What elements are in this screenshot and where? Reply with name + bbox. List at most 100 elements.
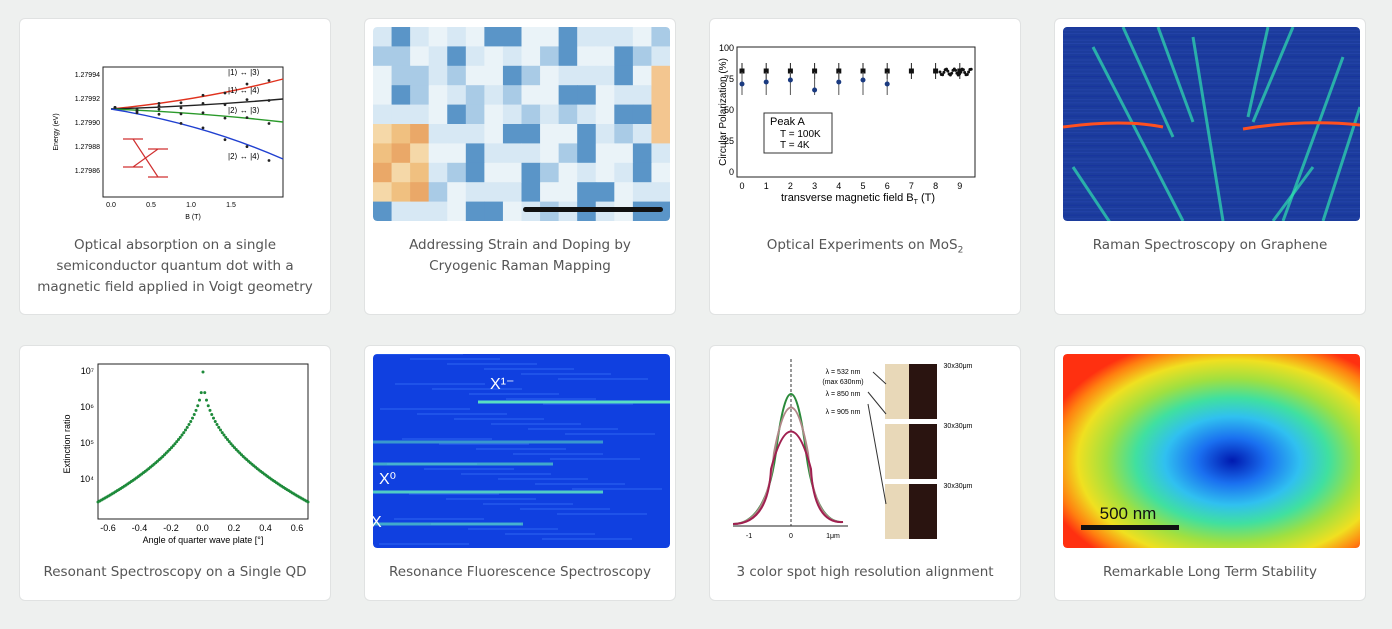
y-tick-label: 100	[719, 43, 734, 53]
y-axis-label: Extinction ratio	[62, 414, 72, 473]
heatmap-cell	[558, 143, 578, 164]
spot-profile	[732, 406, 844, 525]
plot-frame	[736, 46, 976, 178]
legend-item: T = 100K	[780, 129, 821, 140]
gallery-card[interactable]: 1.27994 1.27992 1.27990 1.27988 1.27986 0.0 0.…	[19, 18, 331, 315]
x-axis-label-sub: T	[914, 199, 919, 206]
data-point	[217, 425, 221, 429]
x-tick-label: 0	[739, 181, 744, 191]
caption-subscript: 2	[957, 245, 964, 256]
heatmap-cell	[651, 143, 670, 164]
heatmap-cell	[502, 124, 522, 144]
size-label: 30x30μm	[944, 363, 973, 370]
card-caption: Resonant Spectroscopy on a Single QD	[32, 562, 318, 583]
data-point	[967, 70, 971, 74]
heatmap-cell	[558, 124, 578, 144]
gallery-card[interactable]: 100 75 50 25 0 0 1 2 3 4 5 6 7 8 9 transverse magnetic …	[709, 18, 1021, 315]
heatmap-cell	[465, 124, 485, 144]
data-point	[812, 87, 818, 93]
image-content: 10⁷ 10⁶ 10⁵ 10⁴ -0.6 -0.4 -0.2 0.0 0.2 0.4 0.6 Angl…	[28, 354, 325, 548]
heatmap-cell	[614, 124, 634, 144]
heatmap-cell	[484, 182, 504, 203]
data-point	[941, 73, 945, 77]
data-point	[229, 442, 233, 446]
heatmap-cell	[373, 162, 393, 183]
gallery-card[interactable]: Addressing Strain and Doping by Cryogeni…	[364, 18, 676, 315]
heatmap-cell	[558, 182, 578, 203]
image-content	[1063, 27, 1360, 221]
heatmap-cell	[465, 201, 485, 221]
x-tick-label: 0.4	[259, 523, 272, 533]
x-tick-label: 3	[812, 181, 817, 191]
data-point	[938, 70, 942, 74]
data-point	[965, 73, 969, 77]
heatmap-cell	[373, 85, 393, 106]
y-axis-label: Circular Polarization (%)	[718, 58, 729, 166]
y-tick-label: 1.27994	[75, 72, 100, 79]
heatmap-cell	[558, 65, 578, 86]
heatmap-cell	[447, 143, 467, 164]
streak	[1281, 56, 1345, 221]
gallery-card[interactable]: X¹⁻ X⁰ X Resonance Fluorescence Spectroscop…	[364, 345, 676, 601]
data-point	[224, 435, 228, 439]
legend-box	[763, 112, 833, 154]
heatmap-cell	[373, 201, 393, 221]
image-content: 500 nm	[1063, 354, 1360, 548]
heatmap-cell	[447, 46, 467, 67]
gallery-card[interactable]: Raman Spectroscopy on Graphene	[1054, 18, 1366, 315]
heatmap-cell	[447, 27, 467, 47]
data-point	[178, 435, 182, 439]
curve-label: |1⟩ ↔ |3⟩	[228, 68, 260, 77]
heatmap-cell	[465, 104, 485, 125]
heatmap-cell	[521, 143, 541, 164]
scale-label: 500 nm	[1100, 504, 1157, 523]
data-point	[933, 68, 939, 74]
x-axis-label-unit: (T)	[918, 192, 935, 204]
heatmap-cell	[447, 162, 467, 183]
heatmap-cell	[410, 46, 430, 67]
heatmap-cell	[540, 182, 560, 203]
data-point	[212, 416, 215, 420]
heatmap-cell	[484, 46, 504, 67]
heatmap-cell	[484, 143, 504, 164]
heatmap-cell	[465, 27, 485, 47]
x-axis-label: B (T)	[185, 214, 201, 221]
data-point	[267, 122, 271, 125]
streak	[1251, 27, 1295, 123]
x-tick-label: 1.0	[186, 202, 196, 209]
heatmap-cell	[614, 65, 634, 86]
heatmap-cell	[651, 27, 670, 47]
data-point	[213, 419, 217, 423]
data-point	[179, 121, 183, 125]
heatmap-cell	[484, 104, 504, 125]
heatmap-cell	[577, 85, 597, 106]
heatmap-cell	[428, 201, 448, 221]
x-tick-label: 0	[789, 533, 793, 540]
heatmap-cell	[614, 85, 634, 106]
heatmap-cell	[577, 46, 597, 67]
heatmap-cell	[558, 85, 578, 106]
gallery-card[interactable]: 500 nm Remarkable Long Term Stability	[1054, 345, 1366, 601]
image-content: 100 75 50 25 00 1 2 3 4 5 6 7 8 9 transverse magnetic …	[718, 27, 1015, 221]
gallery-card[interactable]: -1 0 1μm λ = 532 nm (max 630nm) λ = 850 nm λ =…	[709, 345, 1021, 601]
heatmap-cell	[502, 182, 522, 203]
heatmap-cell	[391, 182, 411, 203]
data-point	[908, 68, 914, 74]
image-content: X¹⁻ X⁰ X	[373, 354, 670, 548]
data-point	[203, 391, 207, 395]
legend-title: Peak A	[770, 116, 806, 128]
heatmap-cell	[577, 124, 597, 144]
curve	[110, 98, 284, 110]
gallery-card[interactable]: 10⁷ 10⁶ 10⁵ 10⁴ -0.6 -0.4 -0.2 0.0 0.2 0.4 0.6 Angl…	[19, 345, 331, 601]
data-point	[191, 416, 194, 420]
data-point	[787, 68, 793, 74]
data-point	[187, 423, 191, 427]
data-point	[223, 103, 227, 107]
data-point	[763, 79, 769, 85]
data-point	[210, 412, 214, 416]
heatmap-cell	[521, 162, 541, 183]
x-tick-label: 9	[957, 181, 962, 191]
heatmap-cell	[373, 124, 393, 144]
card-caption: Raman Spectroscopy on Graphene	[1067, 235, 1353, 256]
heatmap-cell	[595, 85, 615, 106]
